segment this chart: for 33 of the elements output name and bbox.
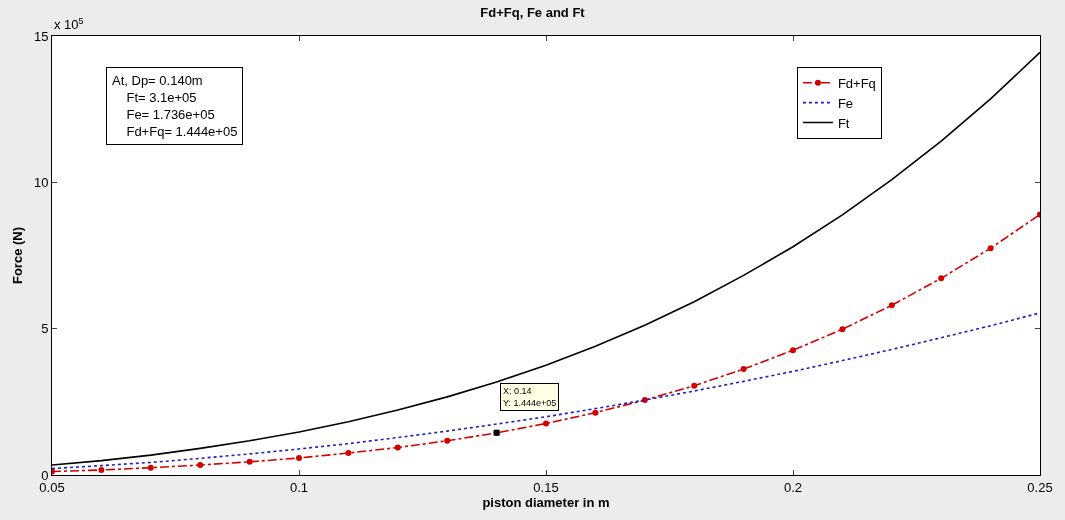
point xyxy=(938,275,945,282)
y-tick-label: 5 xyxy=(41,321,49,337)
y-tick-label: 15 xyxy=(33,28,49,44)
point xyxy=(691,382,698,389)
point xyxy=(147,464,154,471)
point xyxy=(197,462,204,469)
legend-label: Fe xyxy=(837,95,854,111)
point xyxy=(444,437,451,444)
point xyxy=(345,450,352,457)
point xyxy=(98,467,105,474)
point xyxy=(543,420,549,427)
point xyxy=(987,245,994,252)
y-tick-label: 10 xyxy=(33,174,49,190)
x-tick-label: 0.25 xyxy=(1027,479,1053,495)
point xyxy=(790,347,796,354)
annotation: At, Dp= 0.140m Ft= 3.1e+05 Fe= 1.736e+05 Fd+Fq= 1.444e+05 xyxy=(112,73,238,139)
chart-title: Fd+Fq, Fe and Ft xyxy=(480,4,586,20)
point xyxy=(888,302,895,309)
legend-label: Fd+Fq xyxy=(837,75,876,91)
legend-label: Ft xyxy=(837,115,850,131)
point xyxy=(296,455,302,462)
point xyxy=(592,409,599,416)
x-tick-label: 0.1 xyxy=(289,479,309,495)
x-tick-label: 0.2 xyxy=(783,479,803,495)
point xyxy=(740,366,747,373)
y-axis-title: Force (N) xyxy=(9,226,25,285)
text: x 10$^{5}$ xyxy=(54,16,84,33)
point xyxy=(394,444,401,451)
x-axis-title: piston diameter in m xyxy=(482,495,610,511)
annotation: X: 0.14 Y: 1.444e+05 xyxy=(503,386,557,408)
x-tick-label: 0.15 xyxy=(533,479,559,495)
point xyxy=(246,458,253,465)
point xyxy=(839,326,846,333)
